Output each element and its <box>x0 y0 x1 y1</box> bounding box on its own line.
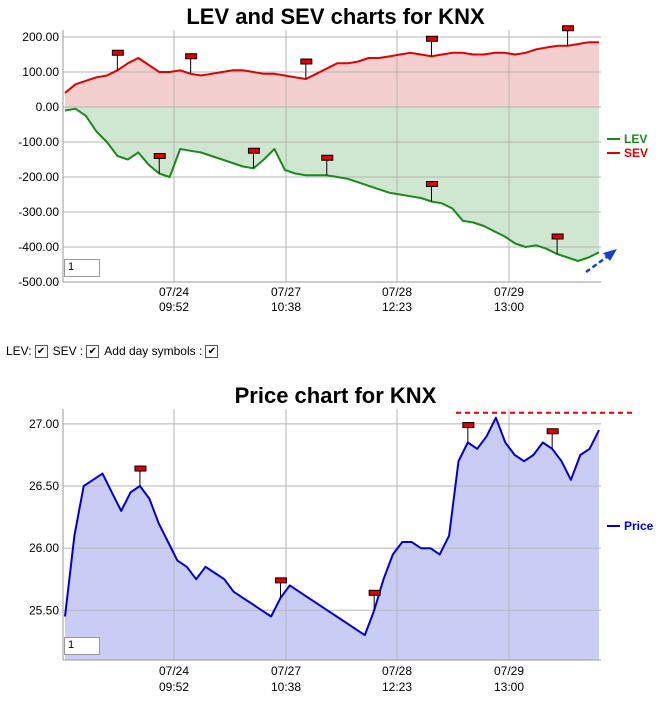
lev-sev-chart: 200.00 100.00 0.00 -100.00 -200.00 -300.00 -40… <box>18 25 648 314</box>
legend-label-lev: LEV <box>624 132 647 146</box>
x-tick-date: 07/27 <box>271 285 301 299</box>
day-symbols-checkbox[interactable]: ✔ <box>205 344 219 358</box>
day-symbol-flag <box>134 465 147 472</box>
x-tick-time: 10:38 <box>271 680 301 694</box>
chart-options: LEV: ✔ SEV : ✔ Add day symbols : ✔ <box>6 344 220 358</box>
legend-label-price: Price <box>624 519 654 533</box>
day-symbol-flag <box>153 153 166 159</box>
y-tick-label: 100.00 <box>22 65 59 79</box>
x-tick-time: 09:52 <box>159 680 189 694</box>
y-tick-label: 26.50 <box>29 479 59 493</box>
price-zoom-input[interactable]: 1 <box>64 637 100 655</box>
day-symbol-flag <box>425 35 438 42</box>
sev-option-label: SEV : <box>52 344 84 358</box>
day-symbol-flag <box>368 589 381 596</box>
lev-option-label: LEV: <box>6 344 32 358</box>
day-symbol-flag <box>462 422 475 429</box>
lev-sev-zoom-input[interactable]: 1 <box>64 259 100 277</box>
day-symbol-flag <box>247 147 260 154</box>
trend-arrow-head <box>603 249 617 261</box>
y-tick-label: -500.00 <box>18 275 59 289</box>
series-line-sev <box>64 41 599 94</box>
x-tick-time: 13:00 <box>494 680 524 694</box>
x-tick-time: 09:52 <box>159 300 189 314</box>
y-tick-label: 200.00 <box>22 30 59 44</box>
x-tick-date: 07/24 <box>159 664 189 678</box>
x-tick-time: 12:23 <box>382 300 412 314</box>
x-tick-date: 07/27 <box>271 664 301 678</box>
series-fill-price <box>65 417 599 660</box>
day-symbol-flag <box>185 53 198 60</box>
lev-sev-chart-title: LEV and SEV charts for KNX <box>186 4 485 29</box>
x-tick-date: 07/24 <box>159 285 189 299</box>
day-symbol-flag <box>562 25 575 32</box>
series-fill-sev <box>65 42 599 107</box>
series-line-lev <box>64 107 600 262</box>
day-symbol-flag <box>425 181 438 187</box>
series-line-price <box>64 416 600 637</box>
legend-label-sev: SEV <box>624 146 648 160</box>
y-tick-label: -300.00 <box>18 205 59 219</box>
y-tick-label: 25.50 <box>29 603 59 617</box>
x-tick-date: 07/29 <box>494 664 524 678</box>
x-tick-date: 07/28 <box>382 285 412 299</box>
y-tick-label: -400.00 <box>18 240 59 254</box>
y-tick-label: -100.00 <box>18 135 59 149</box>
x-tick-date: 07/29 <box>494 285 524 299</box>
day-symbol-flag <box>546 428 559 435</box>
day-symbol-flag <box>321 154 334 161</box>
x-tick-time: 10:38 <box>271 300 301 314</box>
y-tick-label: 27.00 <box>29 417 59 431</box>
day-symbol-flag <box>300 58 313 65</box>
y-tick-label: 0.00 <box>36 100 60 114</box>
x-tick-time: 12:23 <box>382 680 412 694</box>
series-fill-lev <box>65 107 599 261</box>
y-tick-label: 26.00 <box>29 541 59 555</box>
lev-checkbox[interactable]: ✔ <box>34 344 48 358</box>
x-tick-date: 07/28 <box>382 664 412 678</box>
price-chart-title: Price chart for KNX <box>234 383 437 408</box>
day-symbols-option-label: Add day symbols : <box>104 344 203 358</box>
day-symbol-flag <box>551 233 564 240</box>
day-symbol-flag <box>111 49 124 56</box>
day-symbol-flag <box>274 577 287 584</box>
y-tick-label: -200.00 <box>18 170 59 184</box>
sev-checkbox[interactable]: ✔ <box>86 344 100 358</box>
x-tick-time: 13:00 <box>494 300 524 314</box>
